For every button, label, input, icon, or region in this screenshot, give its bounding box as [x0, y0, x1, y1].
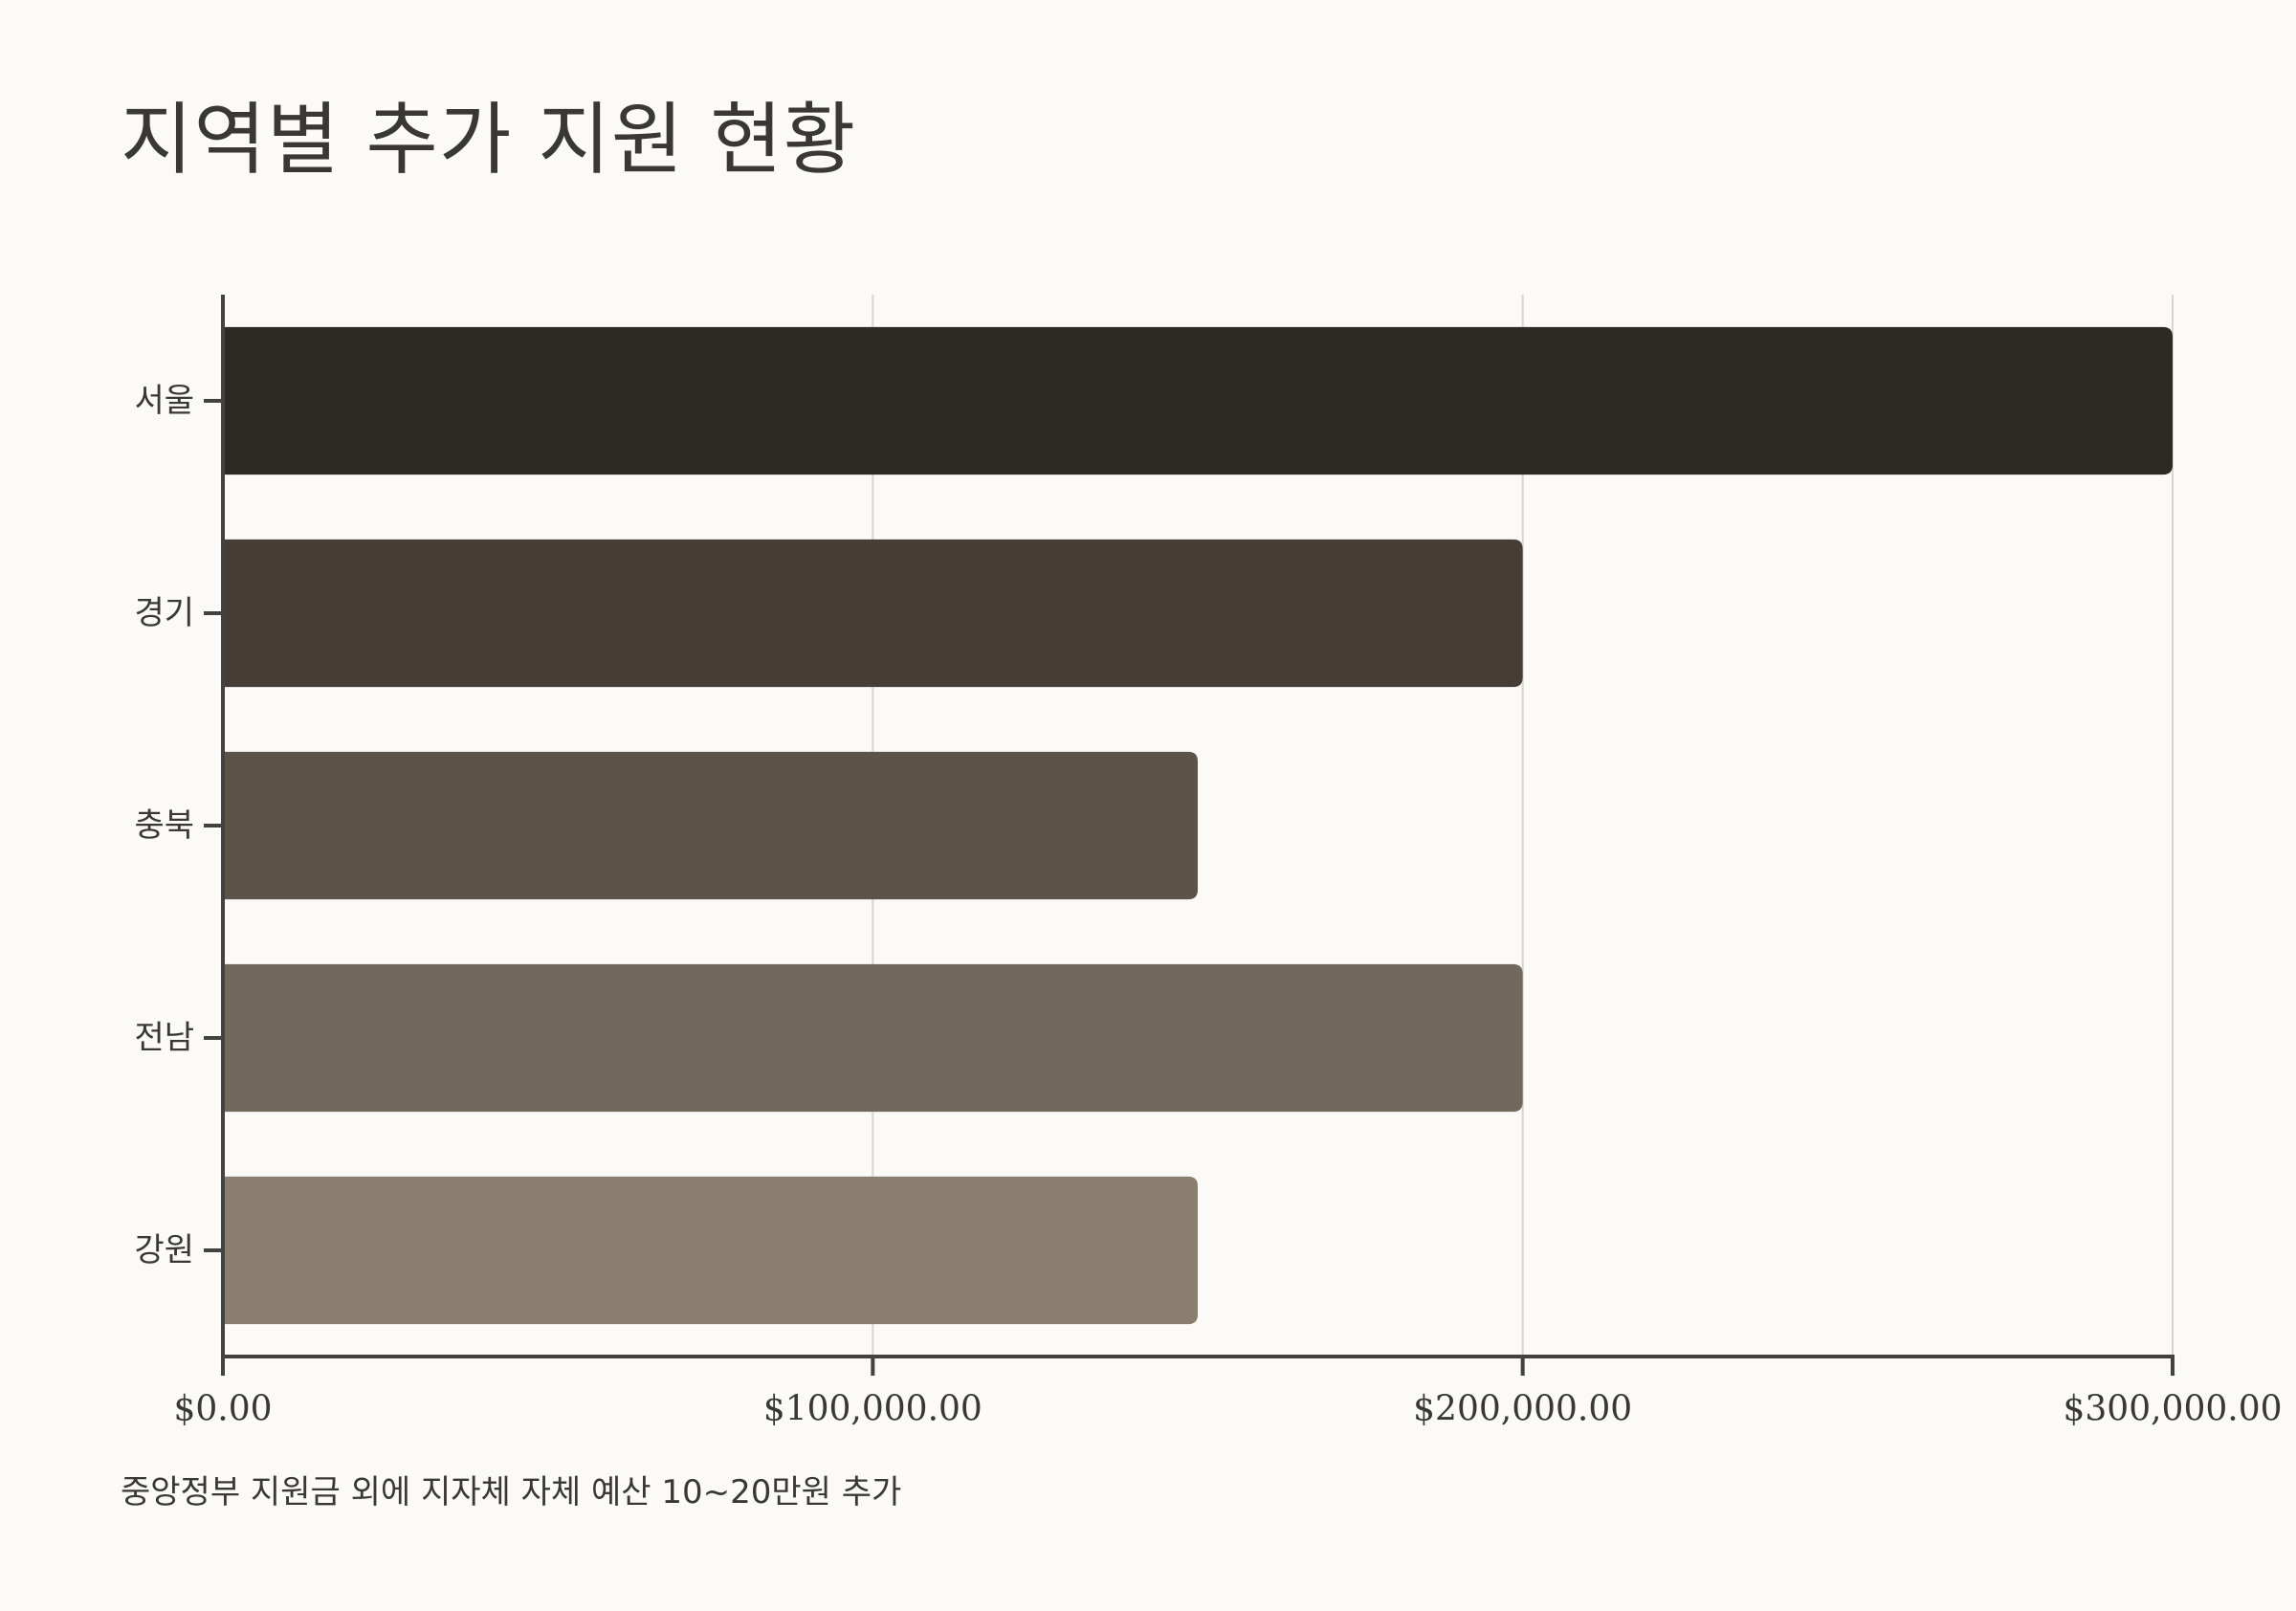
chart-title: 지역별 추가 지원 현황 [121, 95, 857, 186]
y-tick-label: 충북 [134, 806, 194, 845]
bar-경기 [223, 539, 1523, 688]
y-tick-label: 강원 [134, 1231, 194, 1269]
x-tick-label: $200,000.00 [1413, 1390, 1632, 1429]
bar-강원 [223, 1176, 1198, 1325]
bar-서울 [223, 326, 2173, 475]
axes [204, 295, 2175, 1376]
bars [223, 326, 2173, 1325]
y-tick-label: 경기 [134, 594, 194, 632]
y-tick-label: 서울 [134, 382, 194, 420]
chart-note: 중앙정부 지원금 외에 지자체 자체 예산 10~20만원 추가 [121, 1473, 902, 1512]
x-tick-label: $0.00 [173, 1390, 272, 1429]
bar-충북 [223, 751, 1198, 900]
x-tick-label: $100,000.00 [763, 1390, 982, 1429]
y-tick-label: 전남 [134, 1019, 194, 1057]
x-tick-label: $300,000.00 [2063, 1390, 2282, 1429]
bar-전남 [223, 963, 1523, 1113]
